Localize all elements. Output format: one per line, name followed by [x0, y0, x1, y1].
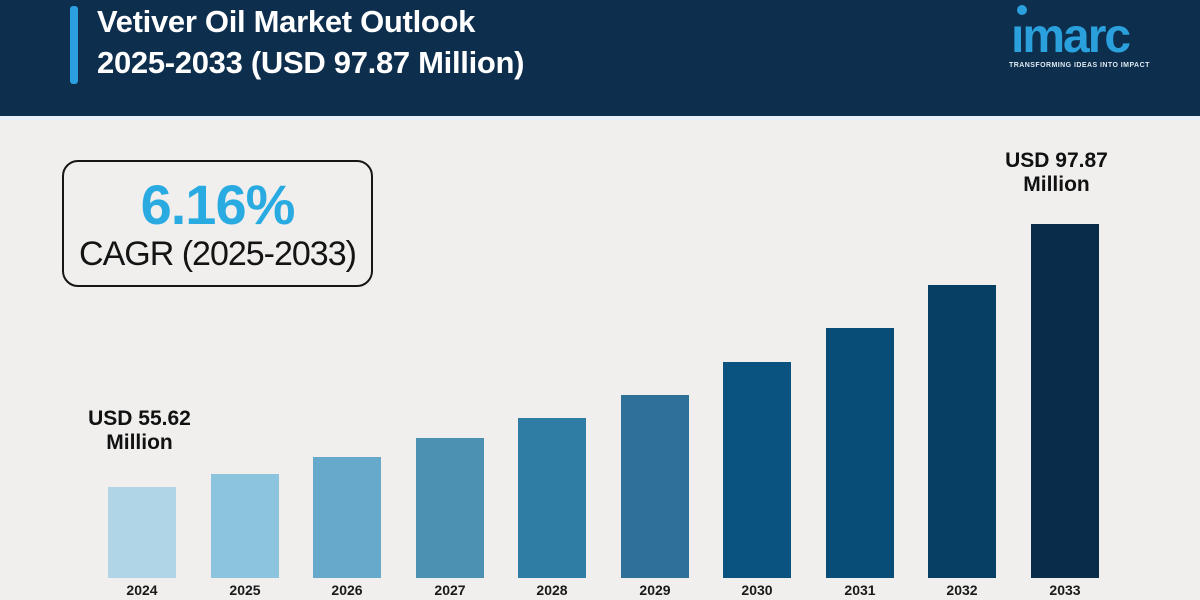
x-axis-label-2031: 2031	[844, 582, 876, 598]
bar-2028	[518, 418, 586, 578]
bar-2029	[621, 395, 689, 578]
x-axis-label-2028: 2028	[536, 582, 568, 598]
bar-2024	[108, 487, 176, 578]
page-title-line2: 2025-2033 (USD 97.87 Million)	[97, 45, 525, 80]
start-value-line1: USD 55.62	[88, 407, 191, 430]
page-title: Vetiver Oil Market Outlook 2025-2033 (US…	[97, 1, 525, 83]
logo-i-dot-icon	[1017, 5, 1027, 15]
imarc-logo: ımarc TRANSFORMING IDEAS INTO IMPACT	[1005, 0, 1165, 80]
x-axis-label-2029: 2029	[639, 582, 671, 598]
end-value-line2: Million	[1023, 173, 1090, 196]
end-value-line1: USD 97.87	[1005, 149, 1108, 172]
x-axis-label-2033: 2033	[1049, 582, 1081, 598]
x-axis-label-2032: 2032	[946, 582, 978, 598]
bar-2025	[211, 474, 279, 578]
x-axis-label-2026: 2026	[331, 582, 363, 598]
bar-2031	[826, 328, 894, 578]
x-axis-label-2027: 2027	[434, 582, 466, 598]
x-axis-label-2024: 2024	[126, 582, 158, 598]
header: Vetiver Oil Market Outlook 2025-2033 (US…	[0, 0, 1200, 120]
bar-2030	[723, 362, 791, 578]
title-accent-bar	[70, 6, 78, 84]
cagr-label: CAGR (2025-2033)	[79, 234, 357, 273]
end-value-label: USD 97.87 Million	[974, 149, 1139, 197]
x-axis-label-2025: 2025	[229, 582, 261, 598]
bar-2027	[416, 438, 484, 578]
start-value-label: USD 55.62 Million	[57, 407, 222, 455]
cagr-box: 6.16% CAGR (2025-2033)	[62, 160, 373, 287]
logo-tagline: TRANSFORMING IDEAS INTO IMPACT	[1009, 62, 1150, 69]
bar-2032	[928, 285, 996, 578]
cagr-value: 6.16%	[140, 172, 296, 236]
start-value-line2: Million	[106, 431, 173, 454]
bar-2026	[313, 457, 381, 578]
logo-wordmark: ımarc	[1011, 10, 1131, 63]
bar-2033	[1031, 224, 1099, 578]
x-axis-label-2030: 2030	[741, 582, 773, 598]
page-title-line1: Vetiver Oil Market Outlook	[97, 4, 476, 39]
